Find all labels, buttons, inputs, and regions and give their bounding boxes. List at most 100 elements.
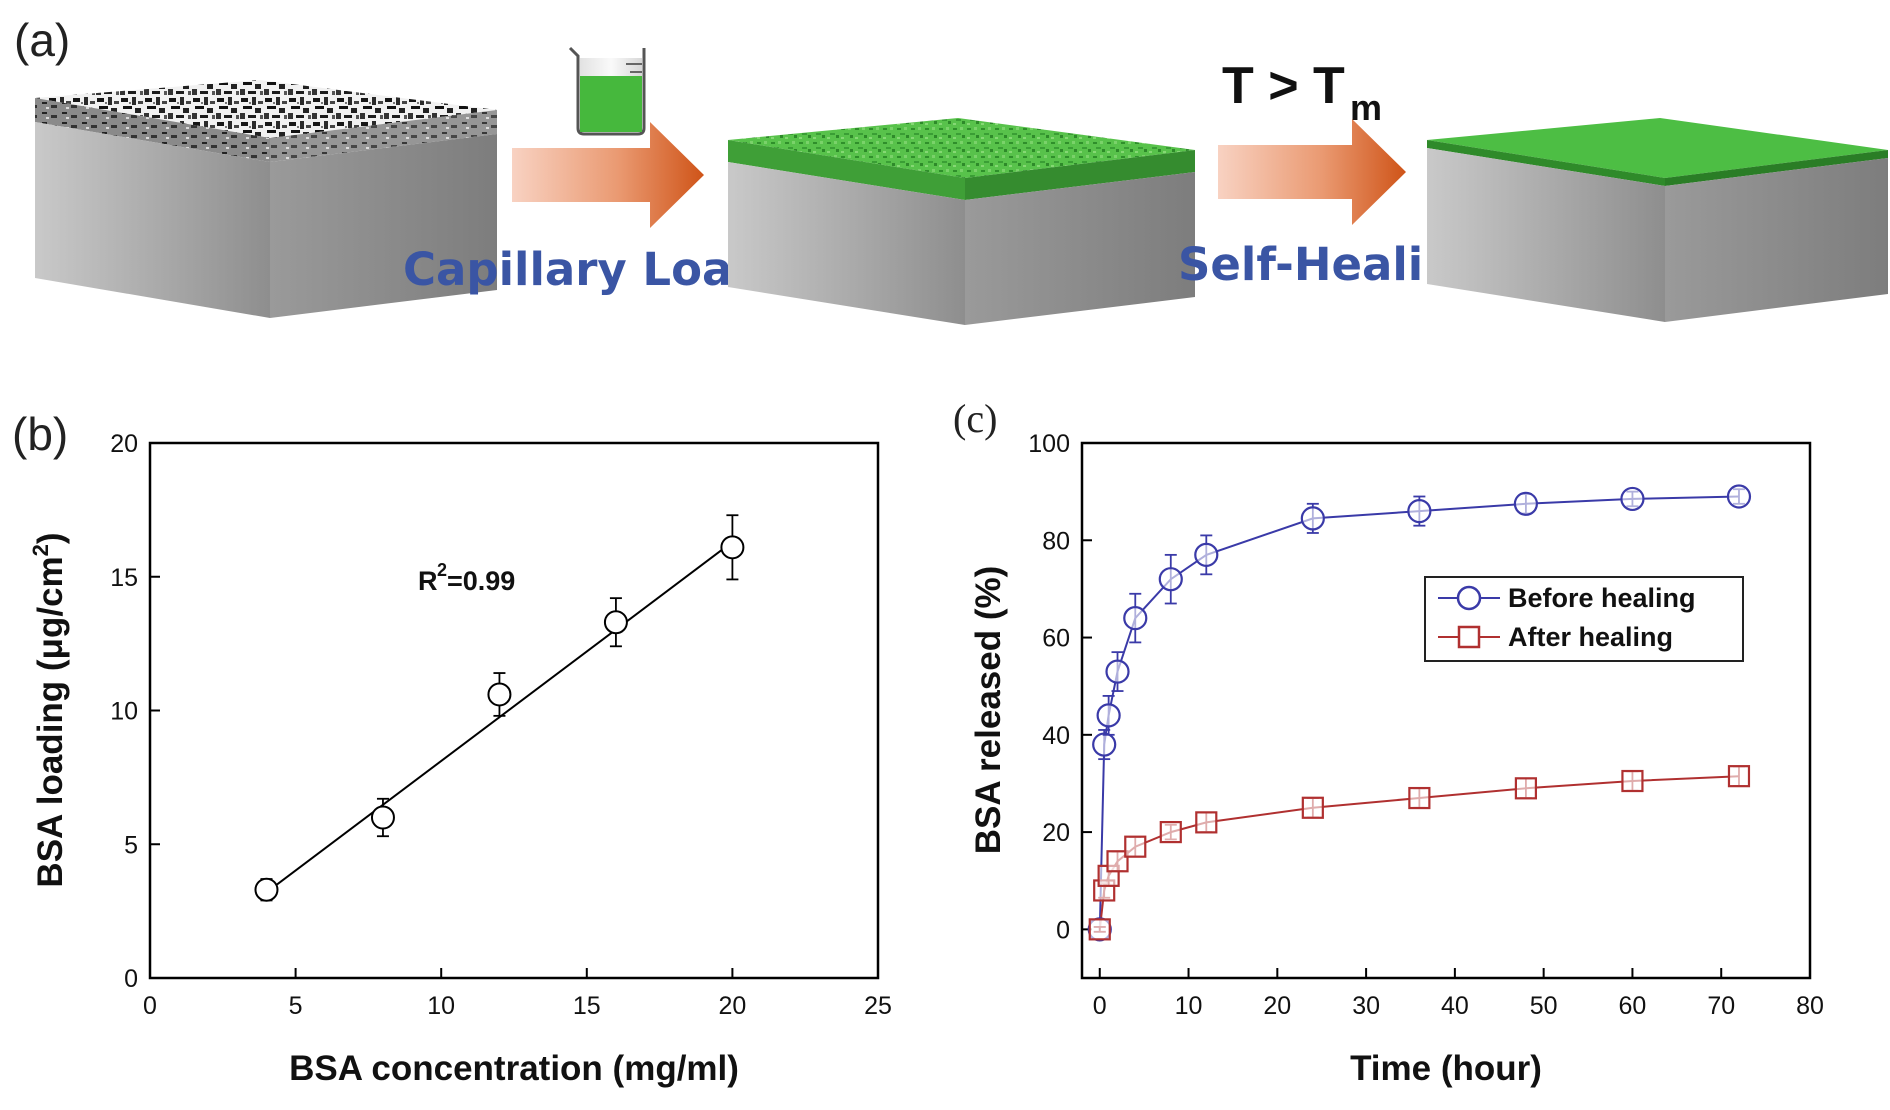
chart-b-y-tick-label: 0 [124, 965, 138, 993]
chart-c-data-point-after [1408, 786, 1431, 810]
chart-b-y-tick-label: 15 [110, 564, 138, 592]
legend-after-square-icon [1457, 625, 1481, 649]
panel-b: (b) 0 5 10 15 20 25 0 5 10 15 20 R 2 =0.99 BSA co… [12, 408, 892, 1088]
chart-b-y-tick-label: 10 [110, 698, 138, 726]
chart-b-x-tick-label: 20 [718, 992, 746, 1020]
chart-c-data-point-after [1301, 796, 1324, 819]
chart-b-x-tick-label: 5 [289, 992, 303, 1020]
loaded-slab-green-side-right [965, 150, 1195, 200]
panel-c-label: (c) [953, 396, 997, 441]
chart-c-x-title: Time (hour) [1350, 1049, 1542, 1088]
chart-b-x-tick-label: 0 [143, 992, 157, 1020]
chart-b-fit-line [265, 541, 734, 894]
chart-c-data-point-before [1194, 542, 1219, 567]
chart-c-y-axis: 0 20 40 60 80 100 [1028, 430, 1092, 944]
arrow-right-icon [512, 122, 704, 228]
chart-c-data-point-after [1106, 850, 1129, 873]
y-title-close: ) [31, 532, 70, 544]
chart-b-data-point [720, 535, 745, 560]
healed-slab-green-edge-right [1665, 150, 1888, 186]
chart-c-data-point-after [1727, 765, 1751, 788]
chart-c-data-point-after [1088, 918, 1111, 941]
chart-c-x-tick-label: 60 [1619, 992, 1647, 1020]
chart-b-annotation: R 2 =0.99 [418, 560, 515, 596]
panel-a: (a) Capillary Loading [14, 14, 1888, 325]
legend-item-before: Before healing [1438, 583, 1696, 613]
loaded-slab-green-side [728, 140, 965, 200]
chart-b-x-title: BSA concentration (mg/ml) [289, 1049, 739, 1088]
condition-subscript: m [1350, 87, 1382, 128]
y-title-sup: 2 [28, 544, 53, 556]
chart-c-series-lines [1098, 495, 1740, 930]
healed-slab-top [1427, 118, 1888, 178]
porous-slab [35, 80, 497, 318]
panel-b-label: (b) [12, 408, 68, 460]
chart-b-x-tick-label: 25 [864, 992, 892, 1020]
y-title-main: BSA loading (μg/cm [31, 556, 70, 887]
chart-c-y-tick-label: 80 [1042, 527, 1070, 555]
condition-text: T > T [1222, 57, 1345, 115]
chart-b-fit-line-group [265, 541, 734, 894]
porous-slab-base-left [35, 122, 270, 318]
chart-c-data-point-after [1124, 835, 1147, 858]
chart-c-y-title: BSA released (%) [969, 566, 1008, 855]
chart-b-data-point [603, 610, 628, 635]
chart-b-x-tick-label: 15 [573, 992, 601, 1020]
chart-c-x-tick-label: 20 [1263, 992, 1291, 1020]
chart-c-y-tick-label: 40 [1042, 722, 1070, 750]
chart-b-data-point [370, 805, 395, 830]
chart-c-y-tick-label: 100 [1028, 430, 1070, 458]
chart-c-data-point-before [1726, 484, 1752, 509]
loaded-slab-top [728, 118, 1195, 178]
chart-c-y-tick-label: 0 [1056, 916, 1070, 944]
chart-b-x-axis: 0 5 10 15 20 25 [143, 968, 892, 1020]
chart-c-data-point-after [1621, 769, 1644, 793]
chart-c-x-tick-label: 50 [1530, 992, 1558, 1020]
healed-slab-green-edge [1427, 140, 1665, 186]
chart-c-data-point-before [1096, 703, 1121, 728]
porous-slab-porous-side-right [270, 110, 497, 162]
chart-c-data-point-after [1514, 777, 1538, 800]
chart-c-x-tick-label: 30 [1352, 992, 1380, 1020]
chart-c-data-point-before [1513, 491, 1539, 516]
healed-slab-base-left [1427, 148, 1665, 322]
chart-c-y-tick-label: 60 [1042, 625, 1070, 653]
healed-slab-base-right [1665, 158, 1888, 322]
chart-b-y-title: BSA loading (μg/cm2) [28, 532, 70, 887]
chart-c-frame [1080, 441, 1812, 980]
chart-b-points [254, 514, 745, 902]
chart-c-x-tick-label: 70 [1707, 992, 1735, 1020]
chart-b-x-tick-label: 10 [427, 992, 455, 1020]
chart-b-y-axis: 0 5 10 15 20 [110, 430, 160, 993]
legend-before-circle-icon [1456, 585, 1482, 611]
chart-c-data-point-before [1092, 732, 1117, 757]
panel-c: (c) 0 10 20 30 40 50 60 70 80 0 20 40 60 80 100 Befor… [953, 396, 1824, 1088]
loaded-slab-base-left [728, 162, 965, 325]
chart-c-points [1087, 484, 1752, 942]
chart-c-data-point-before [1620, 486, 1645, 512]
annotation-sup: 2 [437, 560, 447, 580]
arrow-right-icon [1218, 119, 1406, 225]
chart-c-data-point-before [1300, 506, 1325, 531]
chart-c-data-point-after [1195, 811, 1218, 834]
panel-a-label: (a) [14, 14, 70, 66]
chart-b-y-tick-label: 20 [110, 430, 138, 458]
chart-c-data-point-after [1159, 820, 1182, 844]
legend-item-after: After healing [1438, 622, 1673, 652]
condition-label: T > T m [1222, 57, 1382, 128]
chart-b-data-point [254, 877, 279, 902]
chart-c-data-point-before [1123, 605, 1148, 631]
chart-c-data-point-before [1407, 498, 1432, 524]
healed-slab [1427, 118, 1888, 322]
chart-c-data-point-before [1105, 659, 1130, 684]
legend-after-label: After healing [1508, 622, 1673, 652]
chart-c-series-line-before [1098, 495, 1740, 930]
annotation-r: R [418, 566, 438, 596]
chart-b-y-tick-label: 5 [124, 831, 138, 859]
chart-c-x-tick-label: 0 [1093, 992, 1107, 1020]
porous-slab-porous-side [35, 98, 270, 162]
porous-slab-top [35, 80, 497, 138]
annotation-value: =0.99 [447, 566, 515, 596]
chart-c-y-tick-label: 20 [1042, 819, 1070, 847]
